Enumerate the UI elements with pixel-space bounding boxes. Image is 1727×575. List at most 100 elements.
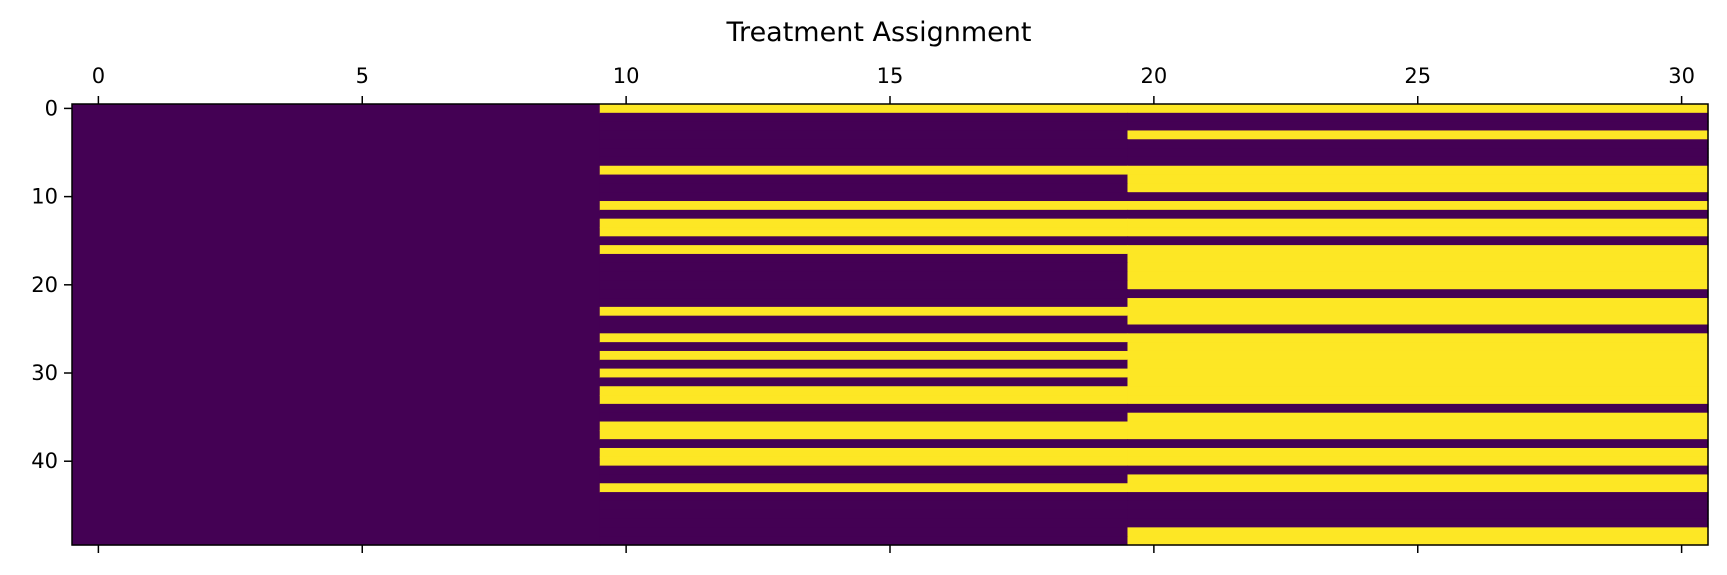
heatmap-cells: [72, 104, 1709, 546]
cell-row-43-cols-20-30: [1127, 483, 1709, 493]
x-tick-label-5: 5: [356, 64, 369, 88]
cell-row-42-cols-20-30: [1127, 474, 1709, 484]
cell-row-40-cols-20-30: [1127, 456, 1709, 467]
cell-row-20-cols-20-30: [1127, 280, 1709, 290]
cell-row-34-cols-20-30: [1127, 403, 1709, 414]
y-tick-label-20: 20: [31, 273, 58, 297]
cell-row-4-cols-20-30: [1127, 139, 1709, 149]
cell-row-32-cols-20-30: [1127, 386, 1709, 396]
cell-row-1-cols-20-30: [1127, 112, 1709, 123]
cell-row-22-cols-20-30: [1127, 298, 1709, 308]
cell-row-5-cols-20-30: [1127, 148, 1709, 158]
cell-row-32-cols-10-19: [599, 386, 1129, 396]
cell-row-23-cols-20-30: [1127, 306, 1709, 317]
cell-row-12-cols-10-19: [599, 209, 1129, 220]
cell-row-26-cols-10-19: [599, 333, 1129, 343]
cell-row-27-cols-20-30: [1127, 342, 1709, 352]
cell-row-3-cols-20-30: [1127, 130, 1709, 140]
control-block: [72, 104, 601, 546]
cell-row-45-cols-20-30: [1127, 500, 1709, 511]
cell-row-40-cols-10-19: [599, 456, 1129, 467]
cell-row-36-cols-20-30: [1127, 421, 1709, 431]
cell-row-33-cols-20-30: [1127, 395, 1709, 405]
cell-row-39-cols-10-19: [599, 447, 1129, 458]
cell-row-7-cols-10-19: [599, 165, 1129, 176]
cell-row-17-cols-10-19: [599, 253, 1129, 264]
cell-row-13-cols-20-30: [1127, 218, 1709, 229]
cell-row-43-cols-10-19: [599, 483, 1129, 493]
cell-row-15-cols-20-30: [1127, 236, 1709, 246]
x-tick-label-30: 30: [1668, 64, 1695, 88]
x-tick-label-25: 25: [1404, 64, 1431, 88]
cell-row-33-cols-10-19: [599, 395, 1129, 405]
cell-row-10-cols-10-19: [599, 192, 1129, 202]
cell-row-29-cols-20-30: [1127, 359, 1709, 370]
cell-row-6-cols-10-19: [599, 156, 1129, 167]
cell-row-21-cols-10-19: [599, 289, 1129, 299]
cell-row-9-cols-20-30: [1127, 183, 1709, 193]
cell-row-11-cols-20-30: [1127, 201, 1709, 211]
cell-row-38-cols-20-30: [1127, 439, 1709, 449]
cell-row-35-cols-10-19: [599, 412, 1129, 423]
cell-row-36-cols-10-19: [599, 421, 1129, 431]
cell-row-5-cols-10-19: [599, 148, 1129, 158]
y-tick-label-10: 10: [31, 185, 58, 209]
cell-row-1-cols-10-19: [599, 112, 1129, 123]
cell-row-9-cols-10-19: [599, 183, 1129, 193]
cell-row-25-cols-20-30: [1127, 324, 1709, 334]
cell-row-41-cols-10-19: [599, 465, 1129, 476]
cell-row-14-cols-10-19: [599, 227, 1129, 237]
cell-row-4-cols-10-19: [599, 139, 1129, 149]
cell-row-19-cols-10-19: [599, 271, 1129, 281]
cell-row-48-cols-20-30: [1127, 527, 1709, 537]
cell-row-8-cols-10-19: [599, 174, 1129, 184]
cell-row-29-cols-10-19: [599, 359, 1129, 370]
cell-row-17-cols-20-30: [1127, 253, 1709, 264]
cell-row-37-cols-10-19: [599, 430, 1129, 440]
cell-row-22-cols-10-19: [599, 298, 1129, 308]
x-axis-ticks: 0 5 10 15 20 25 30: [92, 64, 1695, 553]
cell-row-25-cols-10-19: [599, 324, 1129, 334]
cell-row-42-cols-10-19: [599, 474, 1129, 484]
cell-row-11-cols-10-19: [599, 201, 1129, 211]
x-tick-label-15: 15: [877, 64, 904, 88]
cell-row-41-cols-20-30: [1127, 465, 1709, 476]
cell-row-12-cols-20-30: [1127, 209, 1709, 220]
x-tick-label-0: 0: [92, 64, 105, 88]
cell-row-2-cols-20-30: [1127, 121, 1709, 132]
cell-row-15-cols-10-19: [599, 236, 1129, 246]
cell-row-48-cols-10-19: [599, 527, 1129, 537]
cell-row-23-cols-10-19: [599, 306, 1129, 317]
cell-row-21-cols-20-30: [1127, 289, 1709, 299]
y-tick-label-0: 0: [45, 96, 58, 120]
cell-row-2-cols-10-19: [599, 121, 1129, 132]
cell-row-18-cols-20-30: [1127, 262, 1709, 273]
cell-row-47-cols-20-30: [1127, 518, 1709, 528]
cell-row-16-cols-20-30: [1127, 245, 1709, 255]
cell-row-46-cols-10-19: [599, 509, 1129, 520]
cell-row-28-cols-20-30: [1127, 350, 1709, 361]
cell-row-31-cols-20-30: [1127, 377, 1709, 387]
cell-row-31-cols-10-19: [599, 377, 1129, 387]
x-tick-label-20: 20: [1141, 64, 1168, 88]
cell-row-19-cols-20-30: [1127, 271, 1709, 281]
y-axis-ticks: 0 10 20 30 40: [31, 96, 72, 473]
cell-row-44-cols-20-30: [1127, 492, 1709, 502]
cell-row-26-cols-20-30: [1127, 333, 1709, 343]
cell-row-6-cols-20-30: [1127, 156, 1709, 167]
cell-row-24-cols-10-19: [599, 315, 1129, 326]
cell-row-3-cols-10-19: [599, 130, 1129, 140]
cell-row-14-cols-20-30: [1127, 227, 1709, 237]
y-tick-label-40: 40: [31, 449, 58, 473]
cell-row-38-cols-10-19: [599, 439, 1129, 449]
cell-row-44-cols-10-19: [599, 492, 1129, 502]
cell-row-45-cols-10-19: [599, 500, 1129, 511]
cell-row-20-cols-10-19: [599, 280, 1129, 290]
cell-row-18-cols-10-19: [599, 262, 1129, 273]
x-tick-label-10: 10: [613, 64, 640, 88]
cell-row-30-cols-20-30: [1127, 368, 1709, 379]
cell-row-28-cols-10-19: [599, 350, 1129, 361]
cell-row-8-cols-20-30: [1127, 174, 1709, 184]
cell-row-47-cols-10-19: [599, 518, 1129, 528]
